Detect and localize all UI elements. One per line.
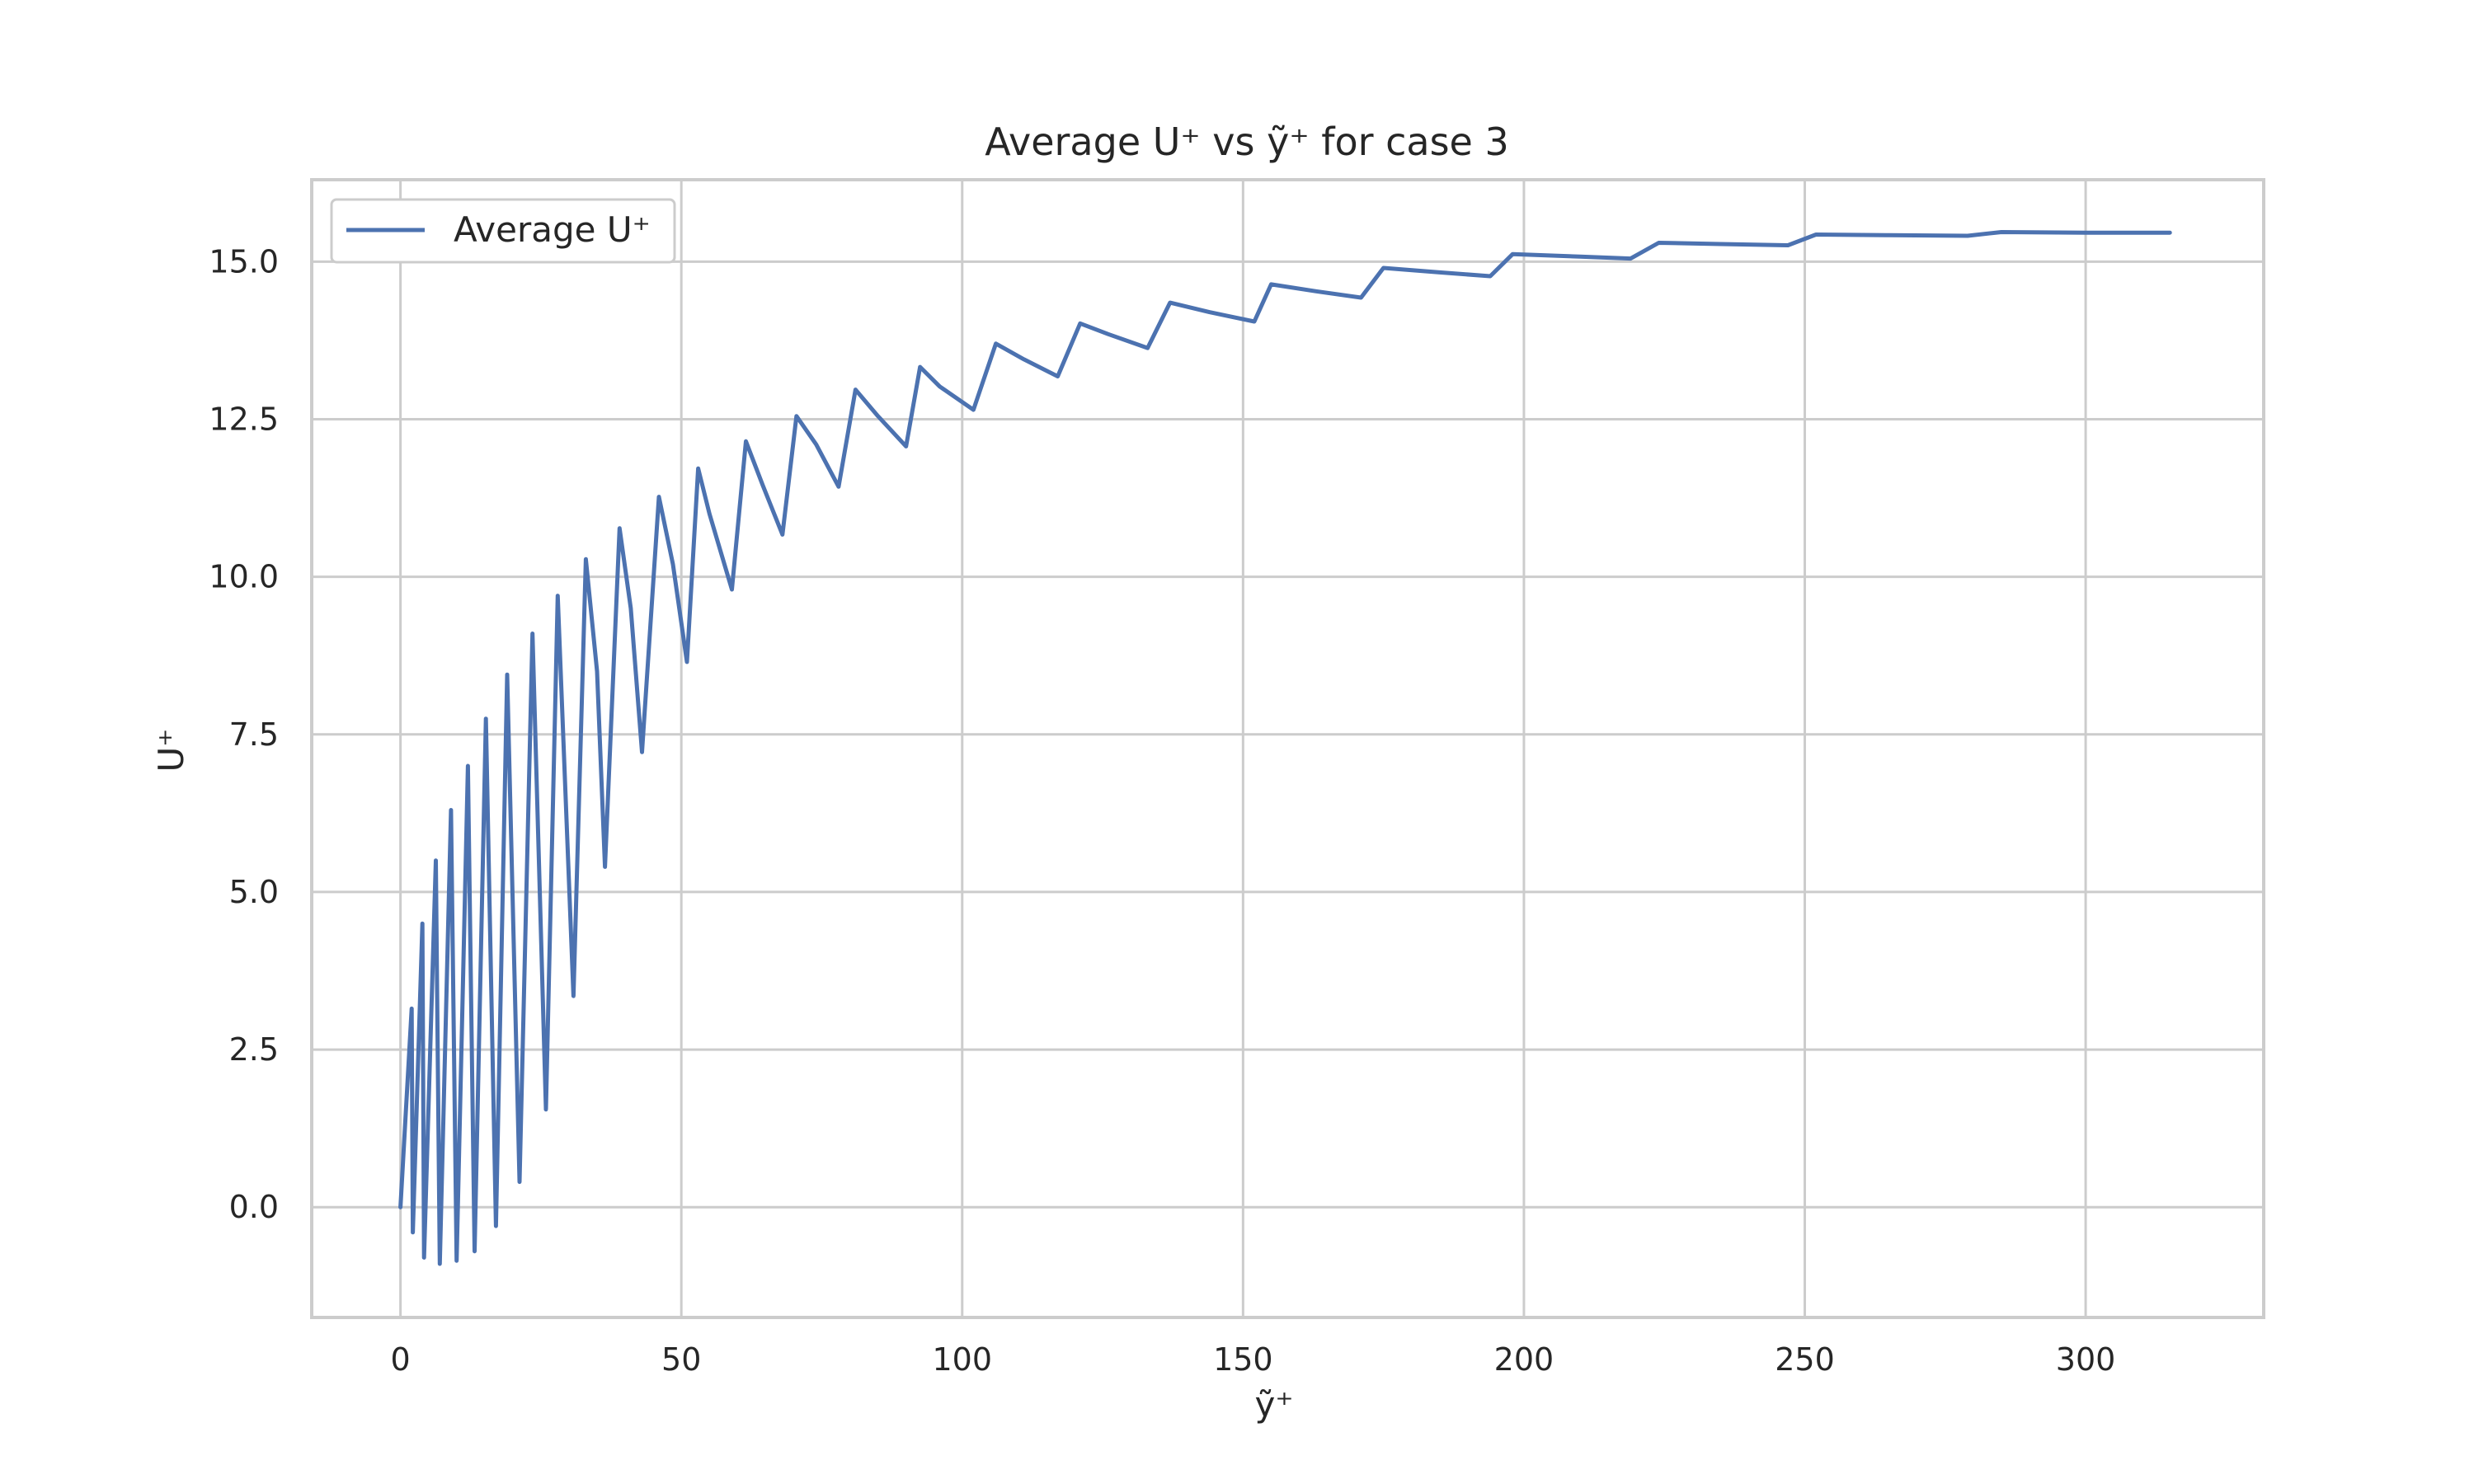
y-axis-label: U⁺ [151, 729, 191, 773]
legend-box [330, 198, 676, 264]
x-tick-label: 200 [1494, 1341, 1554, 1378]
y-tick-label: 7.5 [229, 716, 279, 753]
ticks: 0 50 100 150 200 250 300 0.0 2.5 5.0 7.5 10.0 12.5 15… [209, 243, 2115, 1378]
x-tick-label: 50 [661, 1341, 701, 1378]
y-tick-label: 2.5 [229, 1031, 279, 1068]
plot-frame [310, 178, 2265, 1319]
series-layer [398, 230, 2172, 1266]
grid [312, 180, 2264, 1317]
x-tick-label: 0 [391, 1341, 411, 1378]
legend-label: Average U⁺ [454, 209, 651, 250]
y-tick-label: 5.0 [229, 874, 279, 910]
y-tick-label: 15.0 [209, 243, 279, 279]
x-tick-label: 150 [1213, 1341, 1273, 1378]
series-line [398, 230, 2172, 1266]
y-tick-label: 0.0 [229, 1189, 279, 1225]
chart-title: Average U⁺ vs ỹ⁺ for case 3 [985, 120, 1509, 164]
x-tick-label: 300 [2056, 1341, 2116, 1378]
x-tick-label: 100 [933, 1341, 993, 1378]
y-tick-label: 10.0 [209, 559, 279, 595]
y-tick-label: 12.5 [209, 402, 279, 438]
x-tick-label: 250 [1775, 1341, 1835, 1378]
x-axis-label: ỹ⁺ [1254, 1384, 1293, 1425]
legend: Average U⁺ [330, 198, 676, 264]
